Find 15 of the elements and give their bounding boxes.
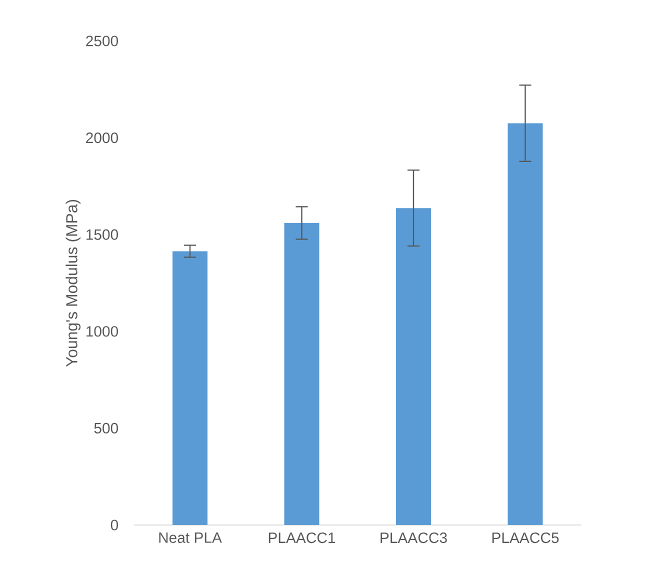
x-tick-label: PLAACC1 [268, 532, 336, 544]
x-tick-label: PLAACC5 [492, 532, 559, 544]
bar [508, 123, 543, 525]
bar [396, 208, 432, 525]
y-tick-label: 1500 [86, 229, 118, 240]
y-tick-label: 2500 [86, 36, 118, 46]
bar [284, 222, 320, 525]
x-tick-label: PLAACC3 [380, 532, 447, 544]
bar [172, 251, 208, 525]
y-tick-label: 1000 [86, 326, 118, 337]
y-tick-label: 0 [110, 520, 118, 530]
y-tick-label: 2000 [86, 132, 118, 144]
y-axis-title: Young's Modulus (MPa) [66, 200, 81, 367]
y-tick-label: 500 [94, 422, 118, 434]
x-tick-label: Neat PLA [159, 532, 222, 543]
